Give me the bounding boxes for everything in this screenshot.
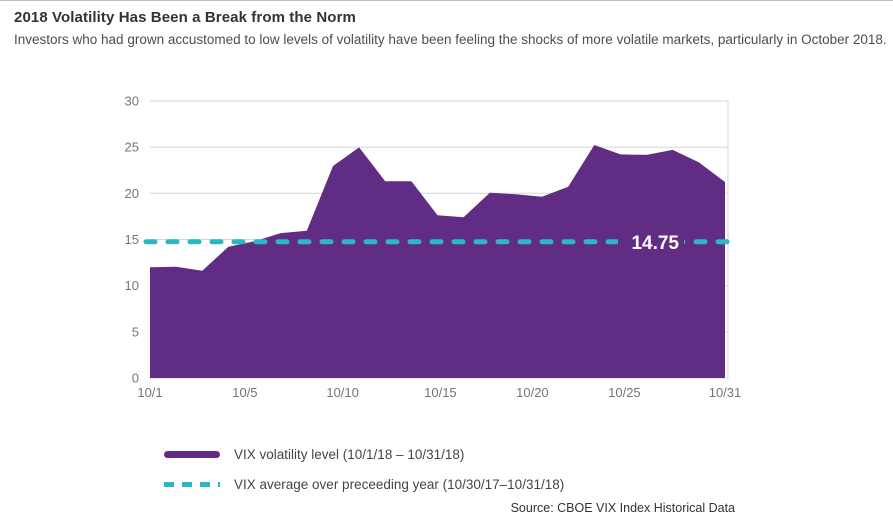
chart-legend: VIX volatility level (10/1/18 – 10/31/18…	[164, 439, 564, 499]
svg-text:30: 30	[125, 94, 139, 109]
legend-swatch-vix-average	[164, 481, 220, 487]
vix-area-series	[150, 145, 725, 378]
svg-text:10: 10	[125, 278, 139, 293]
y-axis-labels: 0 5 10 15 20 25 30	[125, 94, 139, 386]
legend-item-vix-level: VIX volatility level (10/1/18 – 10/31/18…	[164, 439, 564, 469]
legend-swatch-vix-level	[164, 450, 220, 458]
svg-text:10/1: 10/1	[137, 385, 162, 400]
svg-text:10/10: 10/10	[326, 385, 359, 400]
svg-text:10/31: 10/31	[709, 385, 742, 400]
vix-area-chart: 14.75 0 5 10 15 20 25 30 10/1 10/5 10/10 10/15 10/20…	[125, 94, 742, 401]
legend-label-vix-level: VIX volatility level (10/1/18 – 10/31/18…	[234, 446, 465, 462]
svg-text:20: 20	[125, 186, 139, 201]
svg-text:0: 0	[132, 371, 139, 386]
chart-title: 2018 Volatility Has Been a Break from th…	[14, 9, 356, 26]
source-note: Source: CBOE VIX Index Historical Data	[510, 501, 735, 515]
average-label-backing	[618, 230, 684, 253]
chart-subtitle: Investors who had grown accustomed to lo…	[14, 32, 887, 47]
svg-text:10/15: 10/15	[424, 385, 457, 400]
average-value-label: 14.75	[631, 233, 679, 254]
x-axis-labels: 10/1 10/5 10/10 10/15 10/20 10/25 10/31	[137, 385, 741, 400]
svg-text:10/5: 10/5	[232, 385, 257, 400]
svg-text:15: 15	[125, 232, 139, 247]
legend-label-vix-average: VIX average over preceeding year (10/30/…	[234, 476, 565, 492]
svg-text:10/20: 10/20	[516, 385, 549, 400]
svg-text:5: 5	[132, 324, 139, 339]
svg-text:10/25: 10/25	[608, 385, 641, 400]
svg-text:25: 25	[125, 140, 139, 155]
legend-item-vix-average: VIX average over preceeding year (10/30/…	[164, 469, 564, 499]
